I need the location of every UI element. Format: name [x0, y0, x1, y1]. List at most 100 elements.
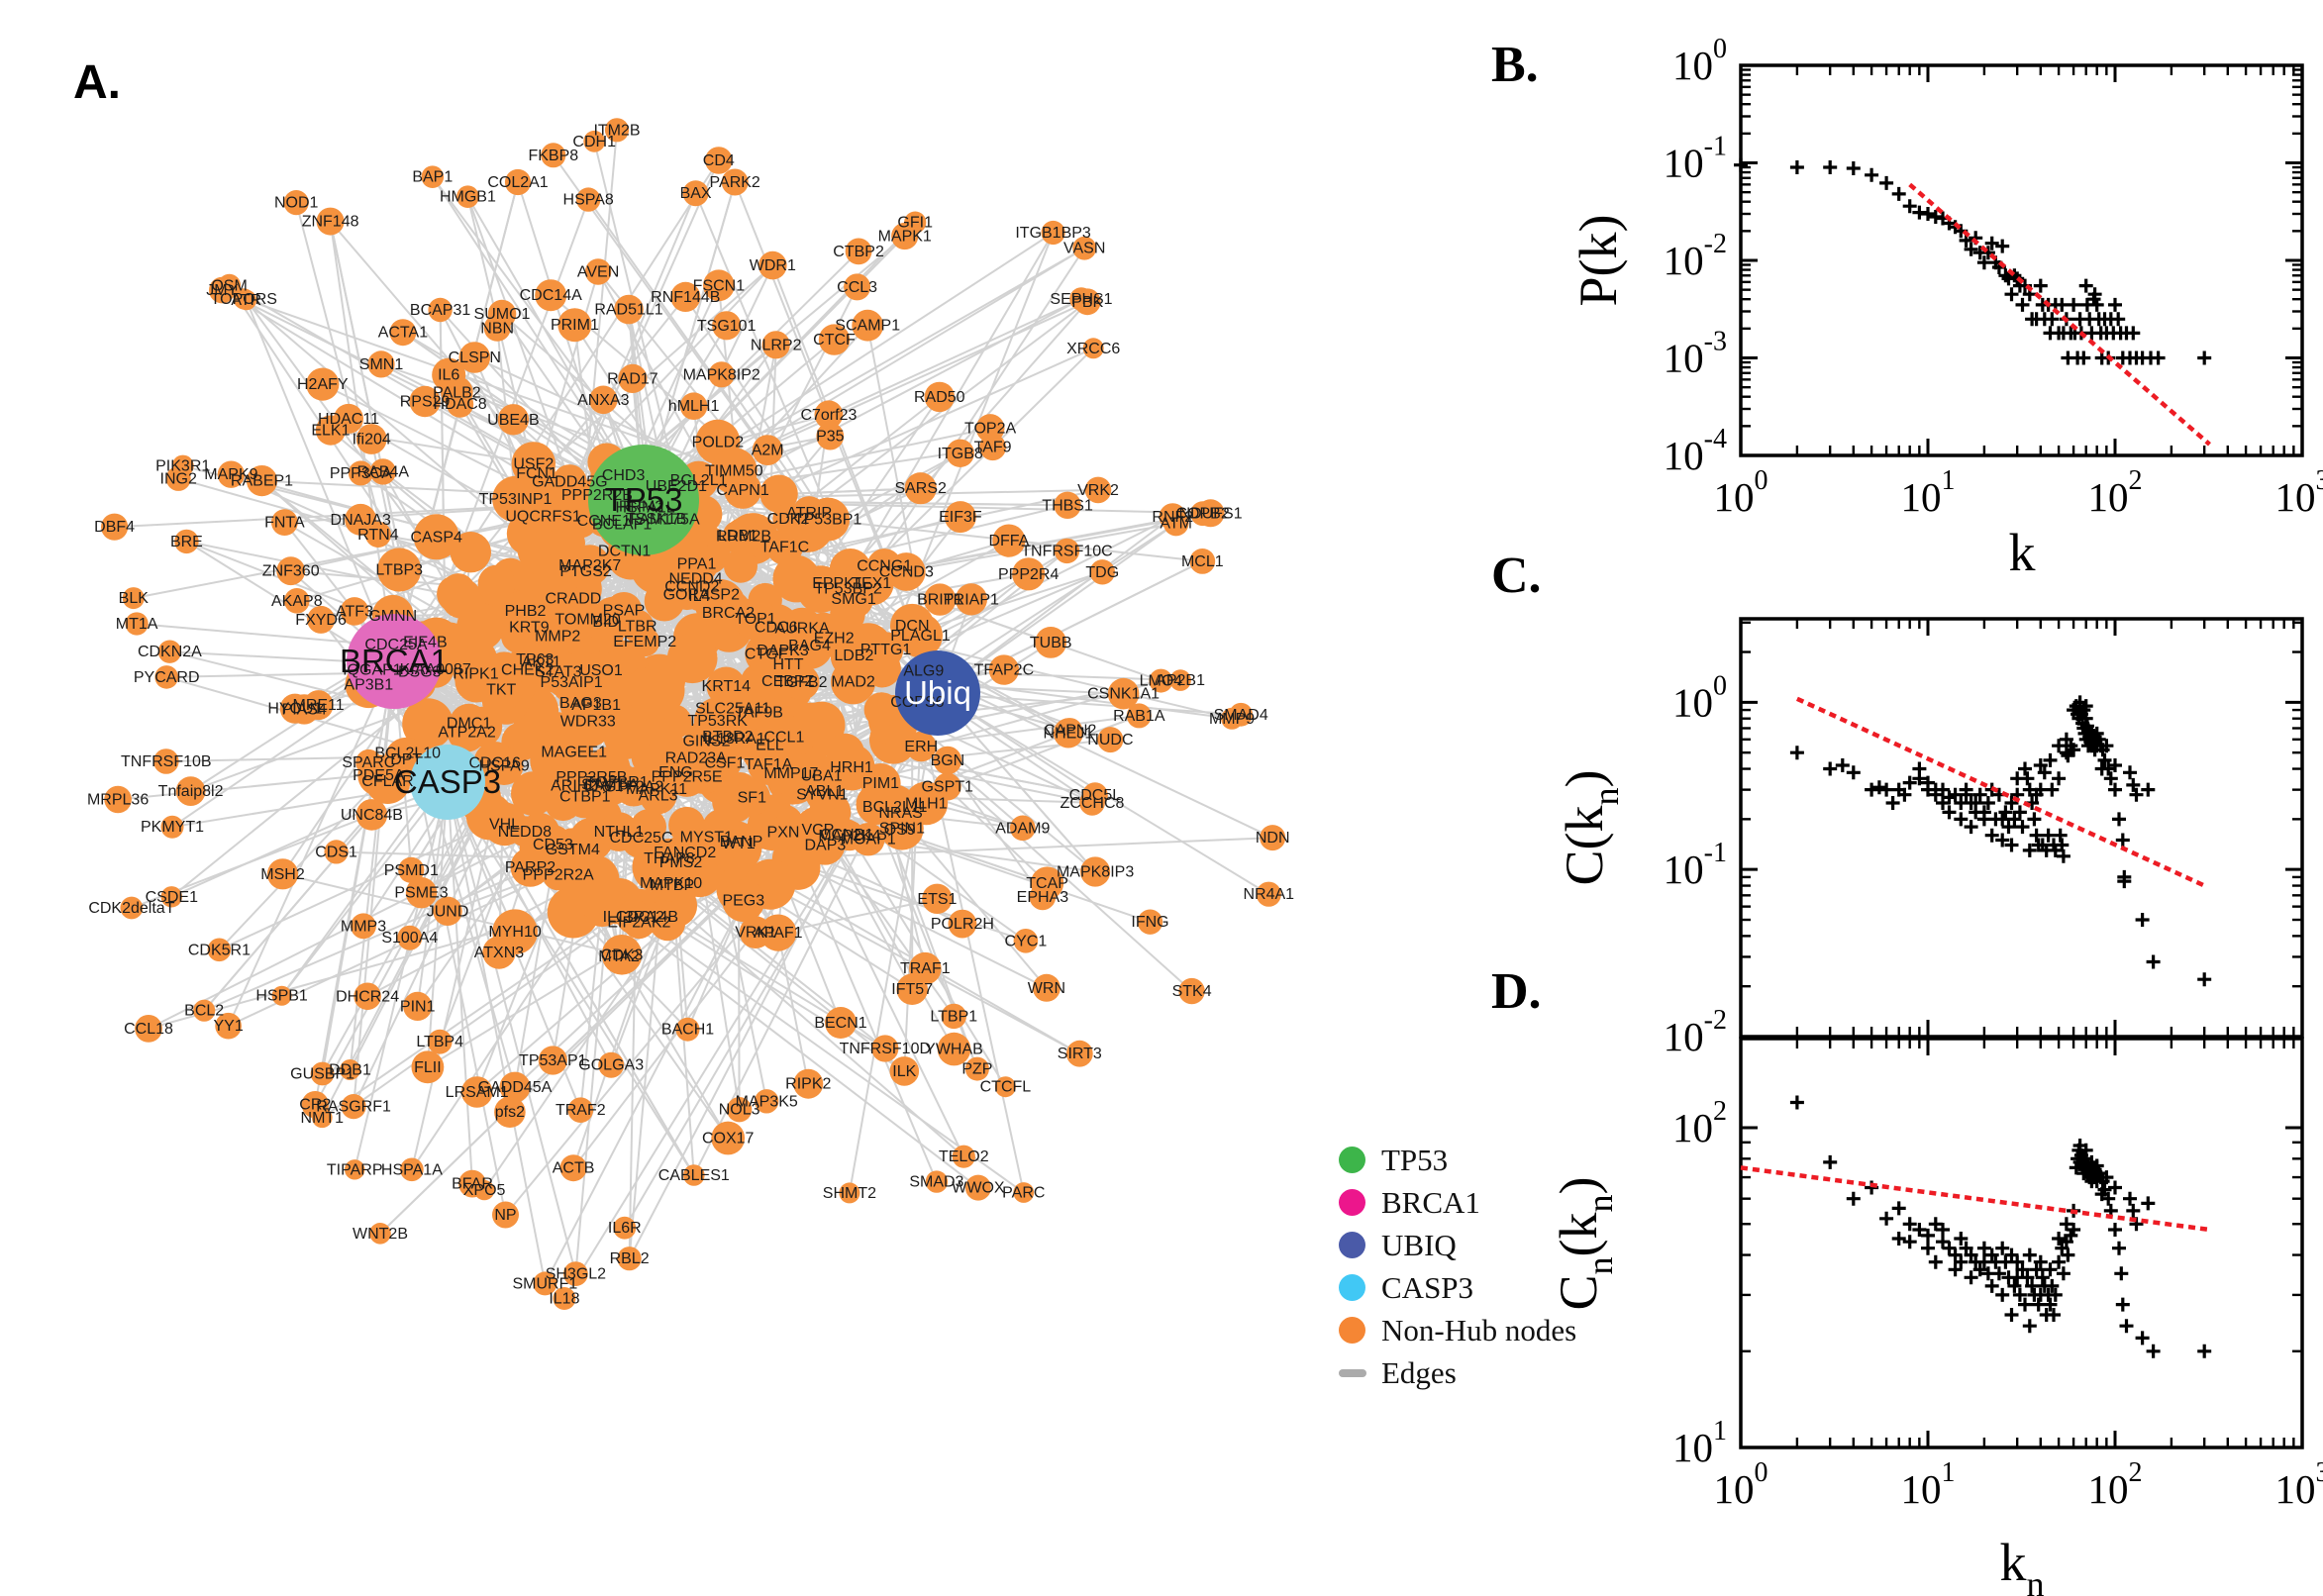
network-node-label: SMG1 — [831, 591, 875, 608]
tick-label: 10-4 — [1664, 424, 1727, 478]
network-node — [403, 991, 433, 1021]
network-node — [1069, 287, 1093, 311]
network-node — [450, 532, 491, 573]
network-node — [122, 587, 145, 610]
network-node-label: GADD45G — [532, 474, 607, 491]
network-node-label: IL6R — [608, 1220, 642, 1237]
network-node — [852, 309, 884, 342]
network-node-label: HDAC11 — [318, 411, 379, 428]
network-node-label: LTBR — [618, 618, 657, 635]
network-node — [1065, 1040, 1093, 1067]
network-node-label: PARC — [1002, 1185, 1045, 1202]
legend-label-casp3: CASP3 — [1381, 1269, 1474, 1305]
network-node — [839, 1182, 860, 1204]
network-node-label: TOMM20 — [555, 611, 620, 628]
network-node-label: BRIP1 — [917, 592, 962, 609]
network-node-label: ING2 — [160, 470, 197, 487]
network-node — [598, 1051, 625, 1078]
network-node-label: TNFRSF10D — [840, 1041, 931, 1057]
network-node-label: CYC1 — [1005, 933, 1048, 949]
network-node — [215, 1012, 242, 1040]
network-node-label: ETS1 — [917, 891, 957, 908]
network-node — [310, 1061, 335, 1086]
network-node-label: BCL2L11 — [862, 799, 928, 816]
network-node-label: DPT — [390, 751, 422, 768]
nonhub-swatch-icon — [1339, 1317, 1365, 1344]
network-node-label: DFFA — [988, 533, 1029, 549]
network-node-label: CTBP2 — [833, 244, 884, 260]
network-node-label: MTA2 — [598, 948, 640, 965]
network-node-label: TNFRSF10C — [1021, 543, 1112, 559]
network-node-label: RIPK2 — [785, 1076, 831, 1093]
network-node-label: PPA1 — [677, 556, 717, 573]
network-node — [705, 147, 733, 174]
network-node-label: RRM2 — [619, 499, 663, 516]
network-node — [613, 1216, 637, 1240]
network-node-label: EFEMP2 — [613, 634, 676, 650]
network-node-label: CDC14B — [616, 909, 678, 926]
network-node-label: CHD3 — [602, 467, 646, 484]
network-node-label: FANCD2 — [654, 845, 716, 861]
legend-label-ubiq: UBIQ — [1381, 1227, 1457, 1262]
network-node-label: TP53BP2 — [814, 580, 882, 597]
network-node — [563, 1261, 588, 1286]
tick-label: 102 — [2088, 1457, 2143, 1512]
network-node-label: IL4 — [688, 588, 710, 605]
network-node-label: Tnfaip8l2 — [158, 783, 224, 800]
network-node — [497, 404, 530, 436]
network-node-label: RRM2B — [716, 528, 771, 545]
network-node — [684, 580, 715, 612]
fit-line — [1908, 182, 2211, 447]
network-node — [538, 1046, 567, 1075]
network-node-label: CSNK1A1 — [1087, 686, 1160, 703]
network-node — [828, 744, 875, 791]
network-node-label: PEG3 — [722, 893, 764, 910]
network-node-label: MMP9 — [1209, 711, 1255, 728]
network-node-label: BACH1 — [661, 1022, 714, 1039]
network-node-label: CDC25A — [364, 637, 427, 653]
network-node-label: TELO2 — [939, 1148, 989, 1165]
chart-panel-c: 100 10-1 10-2 C(kn) — [1555, 617, 2304, 1059]
network-node-label: FXYD6 — [295, 612, 347, 629]
network-node — [767, 645, 809, 685]
network-node — [160, 815, 184, 839]
tick-label: 10-1 — [1664, 132, 1727, 186]
network-node — [948, 909, 977, 939]
network-node-label: BCL2L1 — [670, 472, 728, 489]
network-node-label: TP53AP1 — [519, 1052, 587, 1069]
network-node — [1032, 973, 1060, 1002]
network-node — [217, 460, 246, 488]
network-node — [684, 719, 729, 763]
network-node-label: CDC5L — [1069, 787, 1122, 804]
network-node-label: ITGB8 — [938, 446, 983, 462]
legend-item-ubiq: UBIQ — [1339, 1224, 1576, 1266]
tick-label: 100 — [1714, 465, 1768, 520]
network-node-label: NLRP2 — [751, 337, 802, 353]
network-node — [891, 222, 919, 250]
network-node-label: AP2B1 — [1156, 672, 1205, 689]
tp53-swatch-icon — [1339, 1147, 1365, 1173]
network-node-label: CR2 — [299, 1097, 331, 1114]
network-node — [437, 575, 474, 613]
network-node — [904, 472, 937, 505]
network-node-label: DAP3 — [805, 838, 847, 854]
network-node — [604, 118, 630, 143]
network-node-label: RAB4A — [357, 463, 410, 480]
network-node — [355, 799, 388, 831]
network-node-label: PSAP — [603, 603, 646, 620]
network-node-label: XPO5 — [463, 1182, 506, 1199]
network-node-label: GUSBP1 — [290, 1066, 354, 1083]
network-node-label: ALG9 — [903, 663, 944, 680]
network-node-label: AURKA — [775, 621, 830, 638]
network-node-label: YWHAB — [925, 1042, 983, 1058]
network-node — [306, 367, 340, 401]
network-node-label: S100A4 — [381, 930, 438, 947]
network-node — [712, 311, 742, 341]
network-node-label: TSSK1B — [626, 511, 686, 528]
network-node — [725, 517, 762, 555]
network-node — [284, 588, 310, 614]
network-node-label: NRAS — [878, 805, 922, 822]
plot-frame — [1739, 1037, 2304, 1449]
network-node-label: P53AIP1 — [541, 674, 603, 691]
